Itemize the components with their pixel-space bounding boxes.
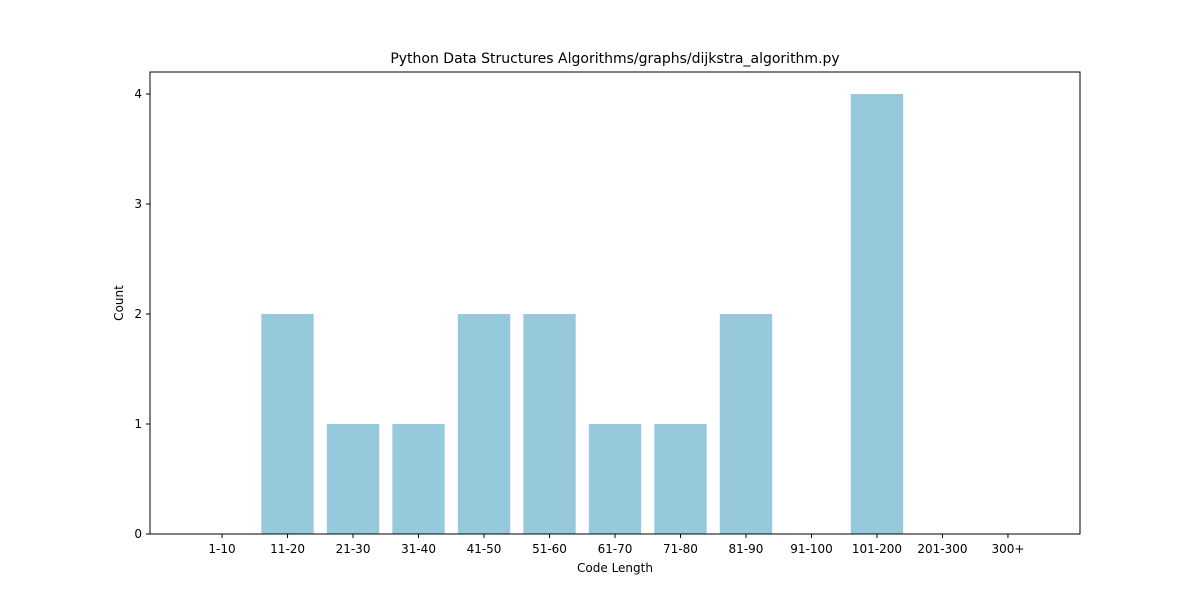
bar-51-60 xyxy=(523,314,576,534)
y-tick-label: 4 xyxy=(134,87,142,101)
bar-101-200 xyxy=(850,94,904,534)
x-tick-label: 101-200 xyxy=(852,542,902,556)
x-tick-label: 51-60 xyxy=(532,542,567,556)
y-axis-label: Count xyxy=(112,285,126,321)
y-axis: 0 1 2 3 4 xyxy=(134,87,150,541)
y-tick-label: 3 xyxy=(134,197,142,211)
x-tick-label: 41-50 xyxy=(467,542,502,556)
x-axis-label: Code Length xyxy=(577,561,653,575)
bar-11-20 xyxy=(261,314,314,534)
bar-41-50 xyxy=(457,314,511,534)
x-tick-label: 31-40 xyxy=(401,542,436,556)
y-tick-label: 0 xyxy=(134,527,142,541)
x-tick-label: 61-70 xyxy=(598,542,633,556)
bar-31-40 xyxy=(392,424,445,534)
x-tick-label: 91-100 xyxy=(790,542,833,556)
chart-title: Python Data Structures Algorithms/graphs… xyxy=(390,51,839,67)
bar-71-80 xyxy=(654,424,707,534)
y-tick-label: 1 xyxy=(134,417,142,431)
x-tick-label: 201-300 xyxy=(917,542,967,556)
x-tick-label: 300+ xyxy=(991,542,1024,556)
y-tick-label: 2 xyxy=(134,307,142,321)
x-tick-label: 21-30 xyxy=(336,542,371,556)
bars-group xyxy=(261,94,904,534)
x-tick-label: 81-90 xyxy=(729,542,764,556)
bar-61-70 xyxy=(588,424,642,534)
bar-81-90 xyxy=(719,314,773,534)
x-tick-label: 11-20 xyxy=(270,542,305,556)
x-tick-label: 71-80 xyxy=(663,542,698,556)
bar-21-30 xyxy=(326,424,380,534)
x-axis: 1-10 11-20 21-30 31-40 41-50 51-60 61-70 71-80 8… xyxy=(208,534,1024,556)
x-tick-label: 1-10 xyxy=(208,542,235,556)
